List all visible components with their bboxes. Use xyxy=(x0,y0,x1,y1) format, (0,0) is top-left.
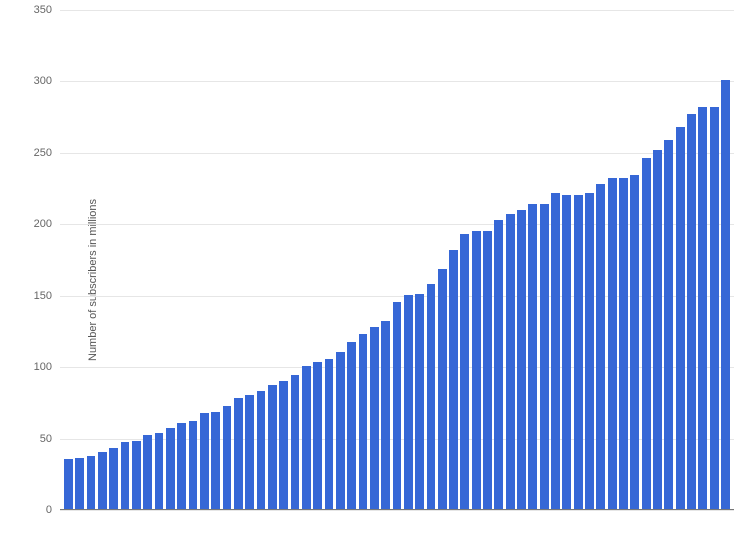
bar xyxy=(177,423,186,509)
bar xyxy=(438,269,447,509)
bar xyxy=(506,214,515,509)
bar xyxy=(313,362,322,509)
bar xyxy=(132,441,141,509)
bar xyxy=(121,442,130,509)
bar xyxy=(415,294,424,509)
bar xyxy=(211,412,220,509)
bar xyxy=(268,385,277,509)
bar xyxy=(325,359,334,509)
bar xyxy=(540,204,549,509)
y-tick-label: 100 xyxy=(34,361,52,373)
bar xyxy=(642,158,651,509)
bar xyxy=(302,366,311,509)
y-tick-label: 200 xyxy=(34,218,52,230)
bar xyxy=(517,210,526,509)
bar xyxy=(359,334,368,509)
bar xyxy=(494,220,503,509)
plot-area: 050100150200250300350 xyxy=(60,10,734,510)
y-tick-label: 150 xyxy=(34,290,52,302)
bar xyxy=(596,184,605,509)
y-tick-label: 50 xyxy=(40,433,52,445)
bar xyxy=(336,352,345,509)
bar xyxy=(223,406,232,509)
bar xyxy=(64,459,73,509)
bar xyxy=(664,140,673,509)
bar xyxy=(404,295,413,509)
bar xyxy=(155,433,164,509)
bar xyxy=(381,321,390,509)
bar xyxy=(347,342,356,509)
bar xyxy=(551,193,560,510)
bar xyxy=(393,302,402,509)
bars-group xyxy=(60,10,734,510)
bar xyxy=(721,80,730,509)
chart-container: 050100150200250300350 xyxy=(60,10,734,510)
bar xyxy=(245,395,254,509)
bar xyxy=(98,452,107,509)
bar xyxy=(653,150,662,509)
bar xyxy=(472,231,481,509)
bar xyxy=(200,413,209,509)
bar xyxy=(528,204,537,509)
bar xyxy=(608,178,617,509)
bar xyxy=(75,458,84,509)
y-tick-label: 0 xyxy=(46,504,52,516)
bar xyxy=(234,398,243,509)
bar xyxy=(619,178,628,509)
y-tick-label: 350 xyxy=(34,4,52,16)
bar xyxy=(109,448,118,509)
bar xyxy=(630,175,639,509)
bar xyxy=(483,231,492,509)
y-tick-label: 300 xyxy=(34,75,52,87)
bar xyxy=(87,456,96,509)
bar xyxy=(449,250,458,509)
bar xyxy=(257,391,266,509)
bar xyxy=(370,327,379,509)
bar xyxy=(562,195,571,509)
bar xyxy=(574,195,583,509)
y-tick-label: 250 xyxy=(34,147,52,159)
bar xyxy=(710,107,719,509)
bar xyxy=(687,114,696,509)
bar xyxy=(460,234,469,509)
bar xyxy=(143,435,152,509)
bar xyxy=(698,107,707,509)
gridline xyxy=(60,510,734,511)
bar xyxy=(279,381,288,509)
bar xyxy=(189,421,198,509)
bar xyxy=(291,375,300,509)
bar xyxy=(676,127,685,509)
bar xyxy=(585,193,594,510)
bar xyxy=(166,428,175,509)
bar xyxy=(427,284,436,509)
